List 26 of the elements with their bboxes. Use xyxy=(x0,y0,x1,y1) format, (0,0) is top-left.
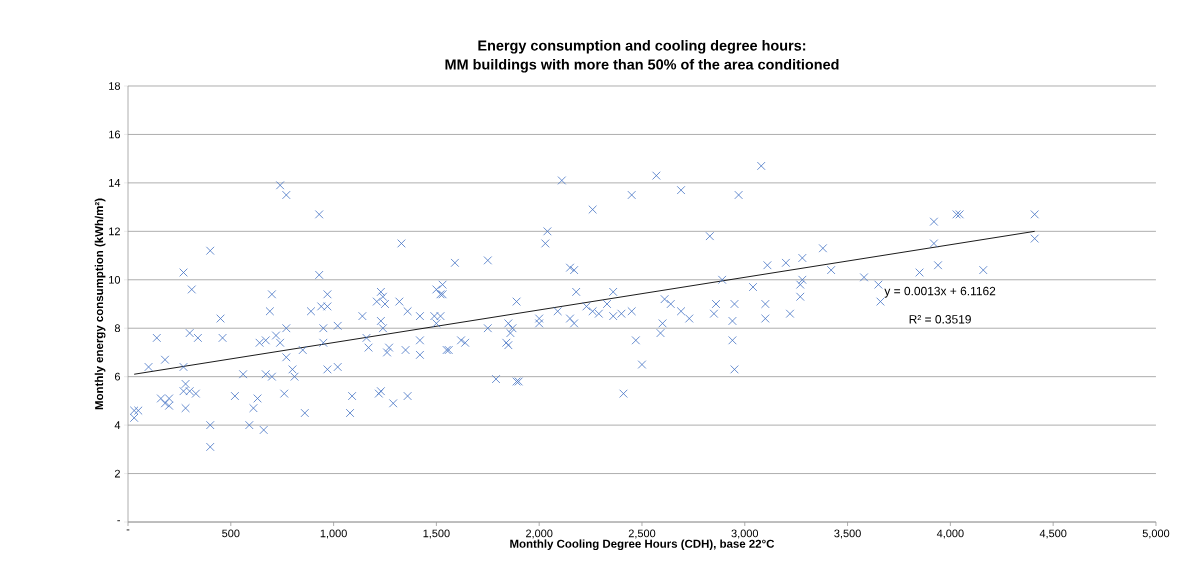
y-tick-label: 12 xyxy=(109,227,120,236)
x-tick-label: - xyxy=(126,529,130,531)
x-tick-label: 3,000 xyxy=(731,529,759,539)
x-tick-label: 1,500 xyxy=(423,529,450,539)
y-tick-label: 10 xyxy=(109,275,121,284)
y-tick-label: 8 xyxy=(114,324,121,333)
x-axis-title: Monthly Cooling Degree Hours (CDH), base 22°C xyxy=(510,539,775,551)
x-tick-label: 4,500 xyxy=(1039,529,1067,539)
y-tick-label: 18 xyxy=(109,82,121,90)
x-tick-label: 5,000 xyxy=(1142,529,1170,539)
y-tick-label: 2 xyxy=(114,469,120,478)
y-tick-label: 6 xyxy=(114,372,121,381)
y-axis-title: Monthly energy consumption (kWh/m²) xyxy=(94,198,106,410)
annotation: y = 0.0013x + 6.1162 xyxy=(884,286,996,298)
x-tick-label: 500 xyxy=(222,529,240,538)
x-tick-label: 3,500 xyxy=(834,529,861,539)
y-tick-label: 16 xyxy=(109,130,121,139)
annotation: R² = 0.3519 xyxy=(909,315,971,324)
x-tick-label: 2,500 xyxy=(628,529,656,539)
chart-title: Energy consumption and cooling degree hours: MM buildings with more than 50% of the area conditioned xyxy=(445,40,839,73)
x-tick-label: 2,000 xyxy=(526,529,553,539)
y-tick-label: 4 xyxy=(114,421,121,429)
y-tick-label: - xyxy=(117,520,120,522)
x-tick-label: 1,000 xyxy=(320,529,347,539)
x-tick-label: 4,000 xyxy=(936,529,964,539)
y-tick-label: 14 xyxy=(109,179,121,187)
